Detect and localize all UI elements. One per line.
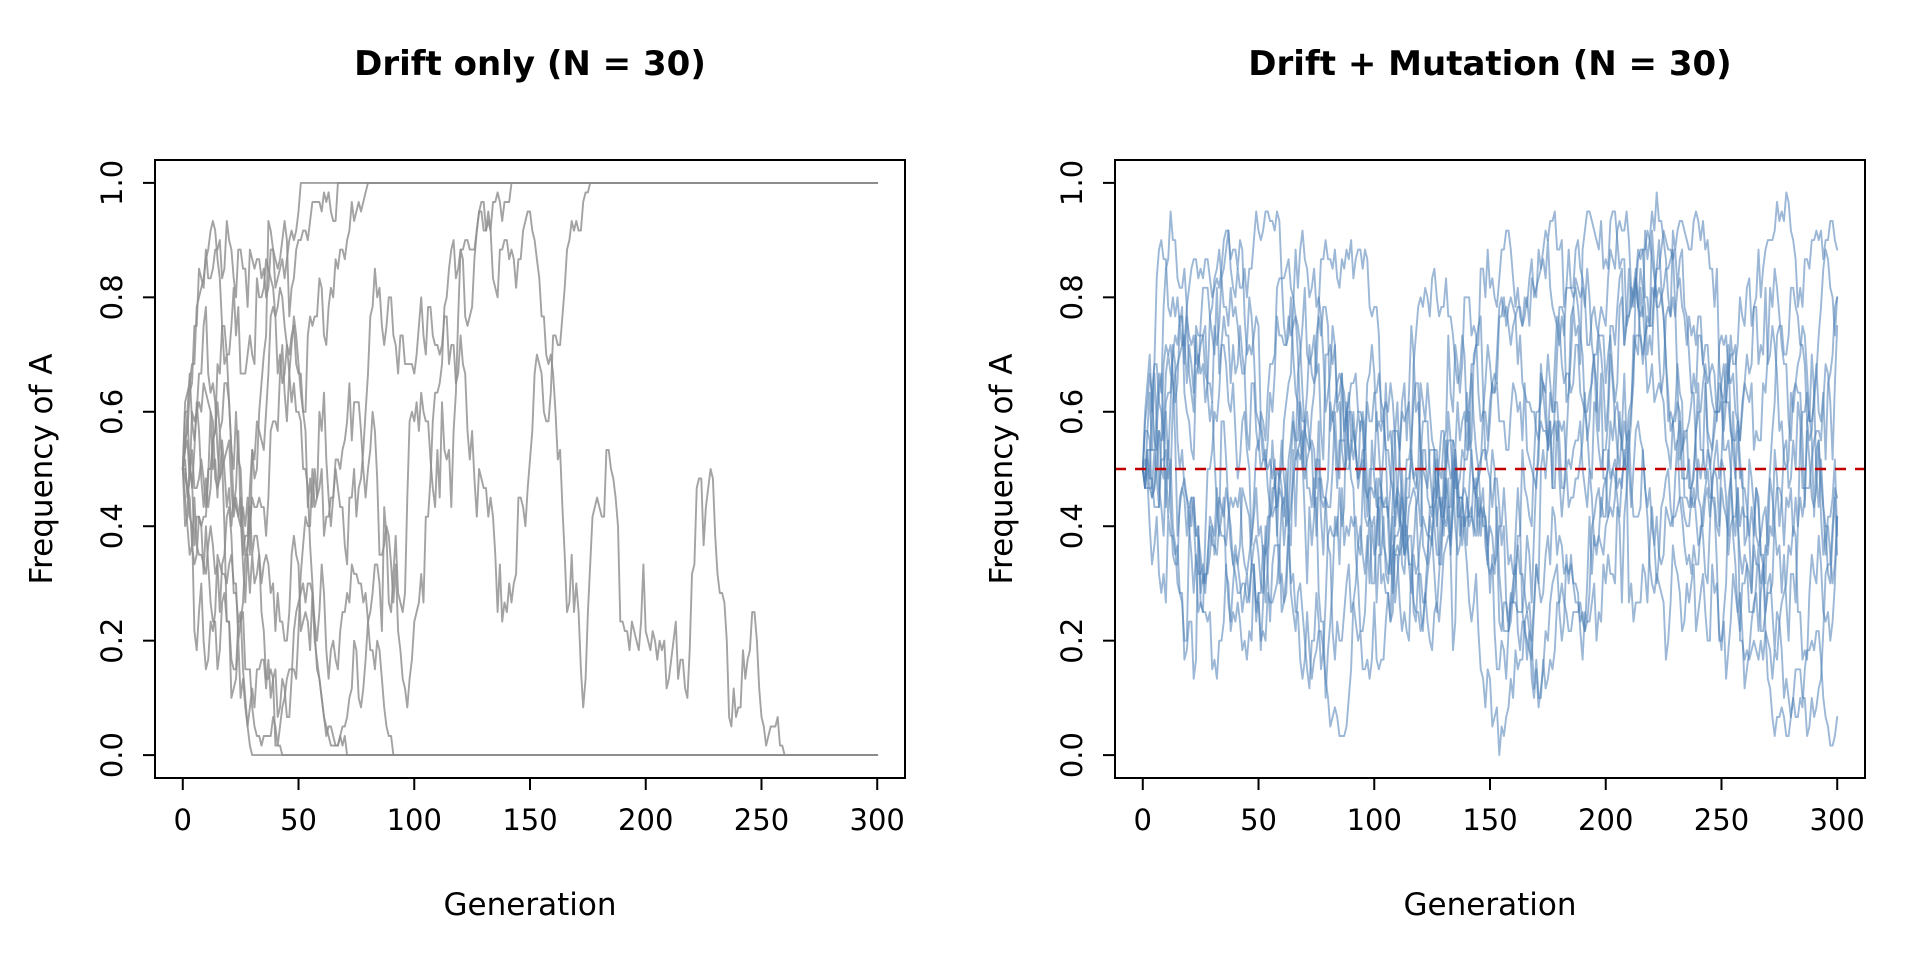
y-tick-label: 0.2 xyxy=(1055,618,1089,664)
trajectory-line-2 xyxy=(181,210,879,757)
panel-drift-mutation: Drift + Mutation (N = 30) Generation Fre… xyxy=(960,0,1920,960)
x-tick-label: 100 xyxy=(1347,803,1402,837)
plot-title: Drift only (N = 30) xyxy=(354,44,706,84)
y-tick-label: 0.2 xyxy=(95,618,129,664)
drift-only-plot: Drift only (N = 30) Generation Frequency… xyxy=(24,44,906,923)
y-tick-label: 0.6 xyxy=(1055,389,1089,435)
y-tick-label: 0.6 xyxy=(95,389,129,435)
x-tick-label: 250 xyxy=(734,803,789,837)
trajectory-line-6 xyxy=(181,382,879,757)
x-tick-label: 150 xyxy=(1462,803,1517,837)
x-tick-label: 50 xyxy=(280,803,317,837)
y-tick-label: 1.0 xyxy=(1055,160,1089,206)
plot-content: 0 50 100 150 200 250 300 0.0 0.2 0.4 0.6 0.8 1.0 xyxy=(1055,159,1866,837)
trajectory-line-6 xyxy=(1141,229,1839,747)
x-tick-label: 200 xyxy=(1578,803,1633,837)
plot-title: Drift + Mutation (N = 30) xyxy=(1248,44,1731,84)
y-axis-label: Frequency of A xyxy=(984,354,1020,585)
trajectory-line-4 xyxy=(1141,286,1839,699)
y-tick-label: 0.4 xyxy=(1055,503,1089,549)
trajectory-line-1 xyxy=(1141,248,1839,680)
y-tick-label: 1.0 xyxy=(95,160,129,206)
trajectory-line-8 xyxy=(1141,210,1839,652)
trajectory-line-9 xyxy=(1141,191,1839,737)
x-tick-label: 200 xyxy=(618,803,673,837)
drift-mutation-plot: Drift + Mutation (N = 30) Generation Fre… xyxy=(984,44,1866,923)
x-tick-label: 50 xyxy=(1240,803,1277,837)
x-tick-label: 0 xyxy=(174,803,192,837)
plot-content: 0 50 100 150 200 250 300 0.0 0.2 0.4 0.6 0.8 1.0 xyxy=(95,159,906,837)
x-tick-label: 0 xyxy=(1134,803,1152,837)
y-axis-label: Frequency of A xyxy=(24,354,60,585)
y-tick-label: 0.8 xyxy=(95,274,129,320)
y-tick-label: 0.0 xyxy=(95,732,129,778)
x-tick-label: 150 xyxy=(502,803,557,837)
trajectory-line-9 xyxy=(181,468,879,757)
x-tick-label: 100 xyxy=(387,803,442,837)
trajectory-line-8 xyxy=(181,181,879,470)
x-tick-label: 300 xyxy=(1810,803,1865,837)
panel-drift-only: Drift only (N = 30) Generation Frequency… xyxy=(24,44,906,923)
x-axis-label: Generation xyxy=(1404,887,1577,923)
y-tick-label: 0.4 xyxy=(95,503,129,549)
y-tick-label: 0.0 xyxy=(1055,732,1089,778)
x-axis-label: Generation xyxy=(444,887,617,923)
x-tick-label: 300 xyxy=(850,803,905,837)
trajectory-line-7 xyxy=(1141,210,1839,699)
y-tick-label: 0.8 xyxy=(1055,274,1089,320)
x-tick-label: 250 xyxy=(1694,803,1749,837)
